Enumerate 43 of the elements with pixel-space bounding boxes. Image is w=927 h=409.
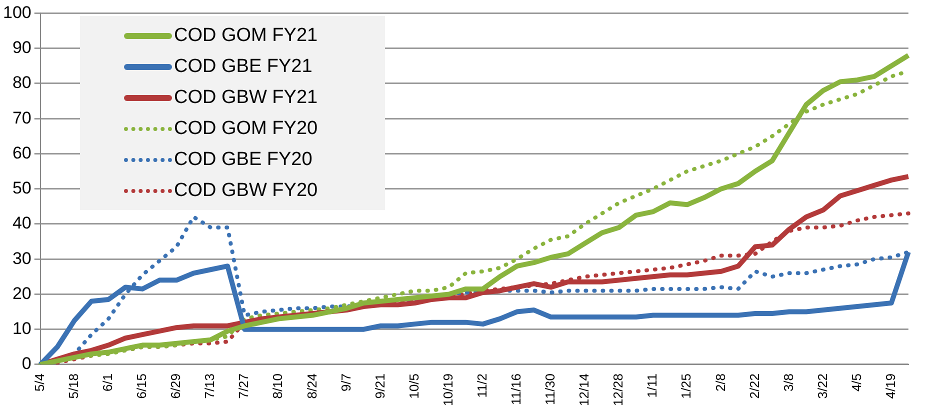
x-tick-label: 2/8 — [712, 373, 728, 392]
legend-label: COD GBW FY21 — [174, 86, 318, 108]
x-tick-label: 4/5 — [848, 373, 864, 392]
y-tick-label: 100 — [2, 2, 32, 22]
y-tick-label: 70 — [12, 108, 32, 128]
legend-label: COD GOM FY21 — [174, 24, 318, 46]
x-tick-label: 1/11 — [644, 373, 660, 398]
legend-label: COD GBW FY20 — [174, 180, 318, 202]
y-tick-label: 90 — [12, 38, 32, 58]
x-tick-label: 12/28 — [610, 373, 626, 406]
x-tick-label: 12/14 — [576, 373, 592, 406]
x-tick-label: 4/19 — [882, 373, 898, 399]
y-tick-label: 10 — [12, 319, 32, 338]
x-tick-label: 1/25 — [678, 373, 694, 399]
x-tick-label: 11/2 — [474, 373, 490, 398]
legend-label: COD GBE FY21 — [174, 56, 312, 78]
x-tick-label: 2/22 — [746, 373, 762, 399]
x-tick-label: 5/4 — [32, 373, 47, 392]
y-tick-label: 0 — [22, 354, 32, 374]
legend-label: COD GBE FY20 — [174, 148, 312, 170]
x-tick-label: 11/30 — [542, 373, 558, 406]
x-tick-label: 6/15 — [134, 373, 150, 399]
x-tick-label: 8/10 — [270, 373, 286, 399]
x-tick-label: 7/27 — [236, 373, 252, 399]
x-tick-label: 11/16 — [508, 373, 524, 406]
x-tick-label: 5/18 — [66, 373, 81, 399]
y-tick-label: 50 — [12, 178, 32, 198]
x-tick-label: 3/22 — [814, 373, 830, 399]
x-tick-label: 6/29 — [168, 373, 184, 399]
x-tick-label: 10/19 — [440, 373, 456, 406]
y-tick-label: 20 — [12, 284, 32, 303]
y-tick-label: 80 — [12, 73, 32, 92]
x-tick-label: 10/5 — [406, 373, 422, 399]
x-tick-label: 9/7 — [338, 373, 354, 392]
y-tick-label: 60 — [12, 143, 32, 162]
x-tick-label: 3/8 — [780, 373, 796, 392]
x-tick-label: 7/13 — [202, 373, 218, 399]
y-tick-label: 40 — [12, 214, 32, 233]
x-tick-label: 6/1 — [100, 373, 116, 392]
y-tick-label: 30 — [12, 248, 32, 268]
x-tick-label: 9/21 — [372, 373, 388, 399]
legend-label: COD GOM FY20 — [174, 118, 318, 140]
x-tick-label: 8/24 — [304, 373, 320, 399]
